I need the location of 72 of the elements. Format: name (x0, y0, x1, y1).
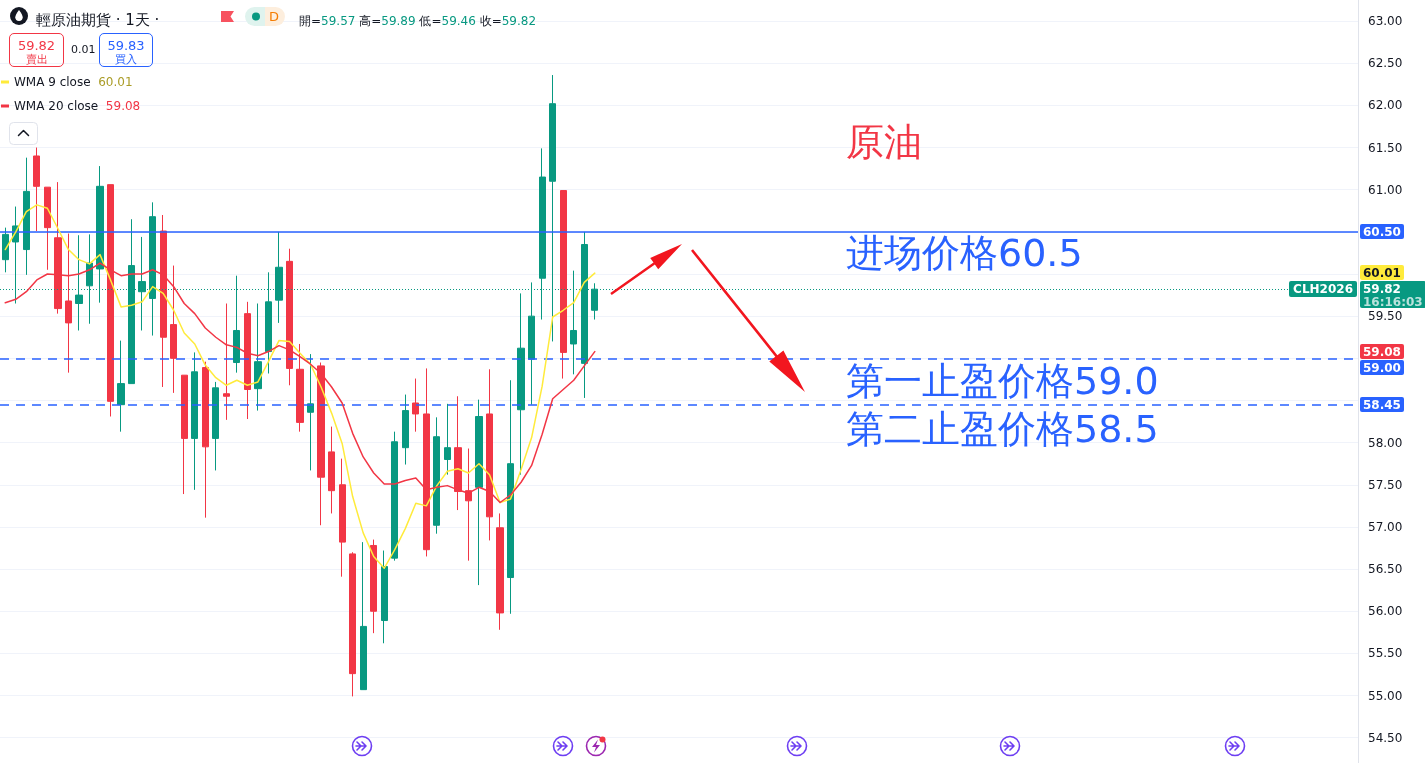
annotation: 进场价格60.5 (846, 231, 1083, 275)
annotation: 59.82 (16, 38, 57, 53)
candlestick (202, 361, 209, 519)
candlestick (381, 550, 388, 644)
annotation: 59.83 (106, 38, 146, 53)
y-tick-label: 59.50 (1368, 309, 1403, 324)
y-tick-label: 56.50 (1368, 562, 1403, 577)
candlestick (360, 541, 367, 691)
candlestick (412, 378, 419, 433)
candlestick (349, 551, 356, 697)
candlestick (296, 343, 304, 433)
legend-label: WMA 9 close (14, 75, 91, 89)
ref-line-label: 58.45 (1363, 397, 1401, 412)
candlestick (23, 157, 30, 276)
candlestick (328, 426, 335, 514)
y-tick-label: 63.00 (1368, 14, 1403, 29)
buy-button: 59.83 買入 (99, 33, 153, 67)
candlestick (181, 374, 188, 495)
candlestick (2, 227, 9, 273)
legend-label: WMA 20 close (14, 99, 99, 113)
ref-line-label: 60.50 (1363, 224, 1401, 239)
candlestick (254, 303, 262, 412)
candlestick (402, 394, 409, 466)
text: 16:16:03 (1363, 295, 1423, 310)
candlestick (223, 303, 230, 421)
candlestick (370, 539, 377, 634)
candlestick (191, 351, 198, 491)
candlestick (444, 403, 451, 476)
y-tick-label: 61.00 (1368, 182, 1403, 197)
candlestick (170, 265, 177, 394)
text: 60.01 (98, 75, 133, 89)
candlestick (391, 431, 398, 562)
y-tick-label: 58.00 (1368, 435, 1403, 450)
candlestick (244, 301, 251, 420)
y-tick-label: 62.50 (1368, 56, 1403, 71)
text: 輕原油期貨 · 1天 · (36, 10, 160, 29)
annotation: 買入 (114, 53, 138, 66)
candlestick (212, 381, 219, 471)
annotation: D (269, 9, 280, 24)
candlestick (475, 399, 483, 586)
sell-button: 59.82 賣出 (9, 33, 64, 67)
y-tick-label: 54.50 (1368, 730, 1403, 745)
annotation: 第一止盈价格59.0 (846, 359, 1159, 403)
candlestick (560, 190, 567, 380)
candlestick (339, 458, 346, 578)
candlestick (496, 512, 504, 631)
annotation: 第二止盈价格58.5 (846, 407, 1159, 451)
candlestick (44, 186, 51, 271)
candlestick (433, 416, 440, 535)
annotation: 60.01 (1363, 266, 1401, 281)
candlestick (517, 292, 525, 476)
candlestick (33, 147, 40, 232)
ref-line-label: 59.00 (1363, 360, 1401, 375)
text: 開=59.57 高=59.89 低=59.46 收=59.82 (299, 14, 537, 28)
candlestick (507, 379, 514, 615)
annotation: 賣出 (24, 53, 49, 66)
candlestick (307, 353, 314, 471)
y-tick-label: 61.50 (1368, 140, 1403, 155)
annotation: 原油 (846, 120, 922, 164)
y-tick-label: 57.00 (1368, 519, 1403, 534)
annotation: 0.01 (71, 43, 96, 56)
line-series (4, 204, 596, 569)
text: 59.08 (105, 99, 141, 113)
ref-line-label: 59.82 (1363, 282, 1402, 297)
y-tick-label: 56.00 (1368, 604, 1403, 619)
annotation: 59.08 (1363, 344, 1401, 359)
y-tick-label: 62.00 (1368, 98, 1403, 113)
y-tick-label: 55.00 (1368, 688, 1403, 703)
y-tick-label: 57.50 (1368, 477, 1403, 492)
annotation: CLH2026 (1293, 282, 1353, 297)
candlestick (117, 340, 125, 433)
y-tick-label: 55.50 (1368, 646, 1403, 661)
